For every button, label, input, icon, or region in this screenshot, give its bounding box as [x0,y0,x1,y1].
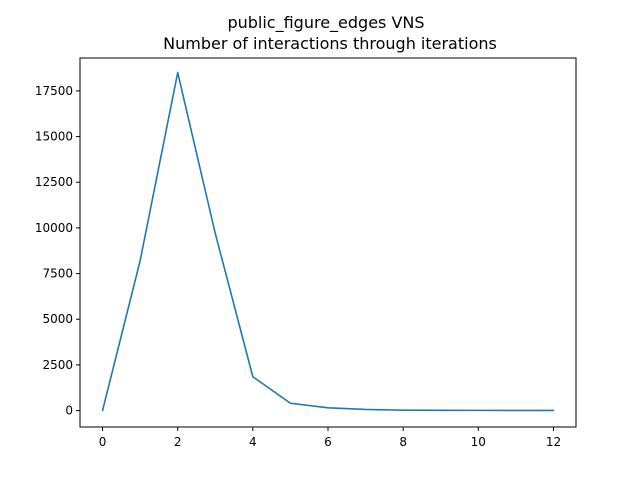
chart-title: public_figure_edges VNS [227,13,424,33]
x-tick-label: 12 [546,435,561,449]
x-tick-label: 0 [99,435,107,449]
plot-area: 0 2 4 6 8 10 12 0 2500 5000 7500 10000 12500 15000 175… [35,57,577,449]
y-tick-label: 15000 [35,130,73,144]
x-tick-label: 10 [471,435,486,449]
chart-subtitle: Number of interactions through iteration… [163,34,497,53]
x-tick-label: 2 [174,435,182,449]
x-tick-label: 6 [324,435,332,449]
y-tick-label: 2500 [42,358,73,372]
y-tick-label: 17500 [35,84,73,98]
x-tick-label: 4 [249,435,257,449]
series-line-0 [101,71,555,412]
y-tick-label: 12500 [35,175,73,189]
y-tick-label: 0 [65,404,73,418]
y-tick-label: 7500 [42,267,73,281]
y-tick-label: 5000 [42,312,73,326]
x-tick-label: 8 [399,435,407,449]
y-tick-label: 10000 [35,221,73,235]
